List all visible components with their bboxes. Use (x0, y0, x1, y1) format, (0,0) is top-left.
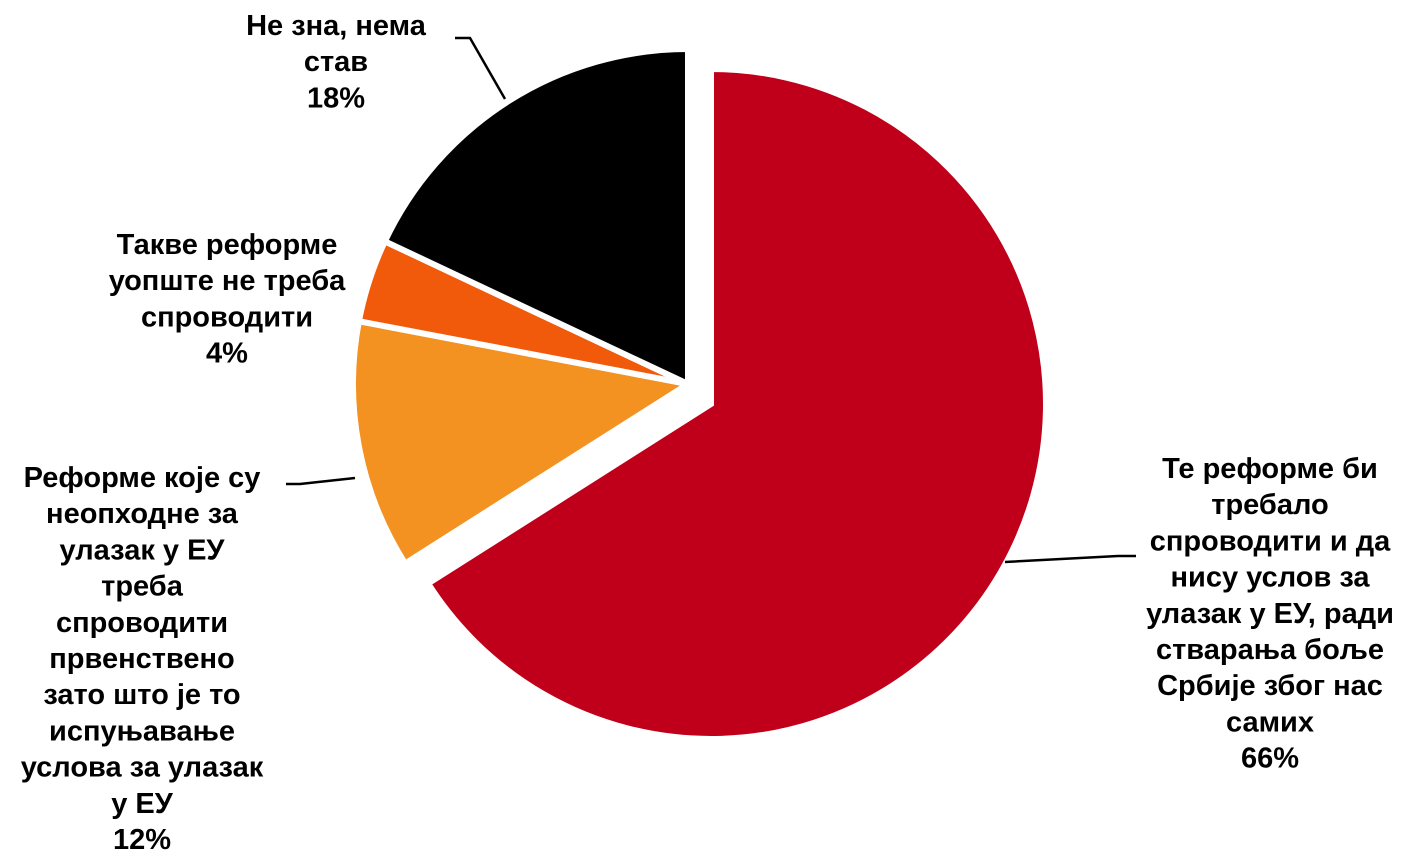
slice-label-1: Те реформе би требало спроводити и да нису … (1146, 453, 1394, 775)
pie-slice-1 (424, 65, 1049, 742)
slice-label-line: уопште не треба (109, 265, 346, 297)
slice-label-line: испуњавање (49, 715, 235, 747)
slice-label-line: Србије због нас (1157, 670, 1383, 702)
pie-slice-2 (350, 317, 697, 568)
slice-label-line: треба (101, 571, 184, 603)
slice-label-line: услова за улазак (21, 752, 264, 784)
slice-label-3: Такве реформе уопште не треба спроводити 4% (109, 229, 346, 370)
slice-label-line: првенствено (49, 643, 234, 675)
leader-line-1 (1004, 554, 1136, 564)
slice-label-line: став (304, 46, 368, 78)
slice-label-line: улазак у ЕУ, ради (1146, 598, 1394, 630)
slice-label-line: Реформе које су (24, 462, 261, 494)
slice-value-3: 4% (206, 338, 248, 370)
slice-label-line: самих (1226, 706, 1314, 738)
slice-value-2: 12% (113, 824, 171, 856)
slice-label-line: неопходне за (46, 498, 239, 530)
slice-label-line: Не зна, нема (246, 10, 427, 42)
leader-line-4 (455, 36, 507, 100)
slice-label-line: спроводити и да (1150, 525, 1391, 557)
slice-label-line: требало (1211, 489, 1328, 521)
leader-line-2 (286, 476, 356, 486)
slice-label-line: спроводити (56, 607, 228, 639)
slice-label-2: Реформе које су неопходне за улазак у ЕУ тр… (21, 462, 264, 856)
pie-slice-4 (380, 45, 691, 389)
slice-value-4: 18% (307, 82, 365, 114)
slice-labels: Те реформе би требало спроводити и да нису … (21, 10, 1394, 856)
pie-slices (350, 45, 1049, 742)
slice-label-4: Не зна, нема став 18% (246, 10, 427, 114)
slice-label-line: стварања боље (1156, 634, 1384, 666)
slice-label-line: нису услов за (1171, 562, 1371, 594)
slice-label-line: Те реформе би (1162, 453, 1378, 485)
slice-label-line: Такве реформе (117, 229, 338, 261)
leader-lines (286, 36, 1136, 564)
slice-value-1: 66% (1241, 743, 1299, 775)
slice-label-line: зато што је то (43, 679, 240, 711)
slice-label-line: улазак у ЕУ (60, 534, 226, 566)
slice-label-line: у ЕУ (111, 788, 174, 820)
slice-label-line: спроводити (141, 301, 313, 333)
